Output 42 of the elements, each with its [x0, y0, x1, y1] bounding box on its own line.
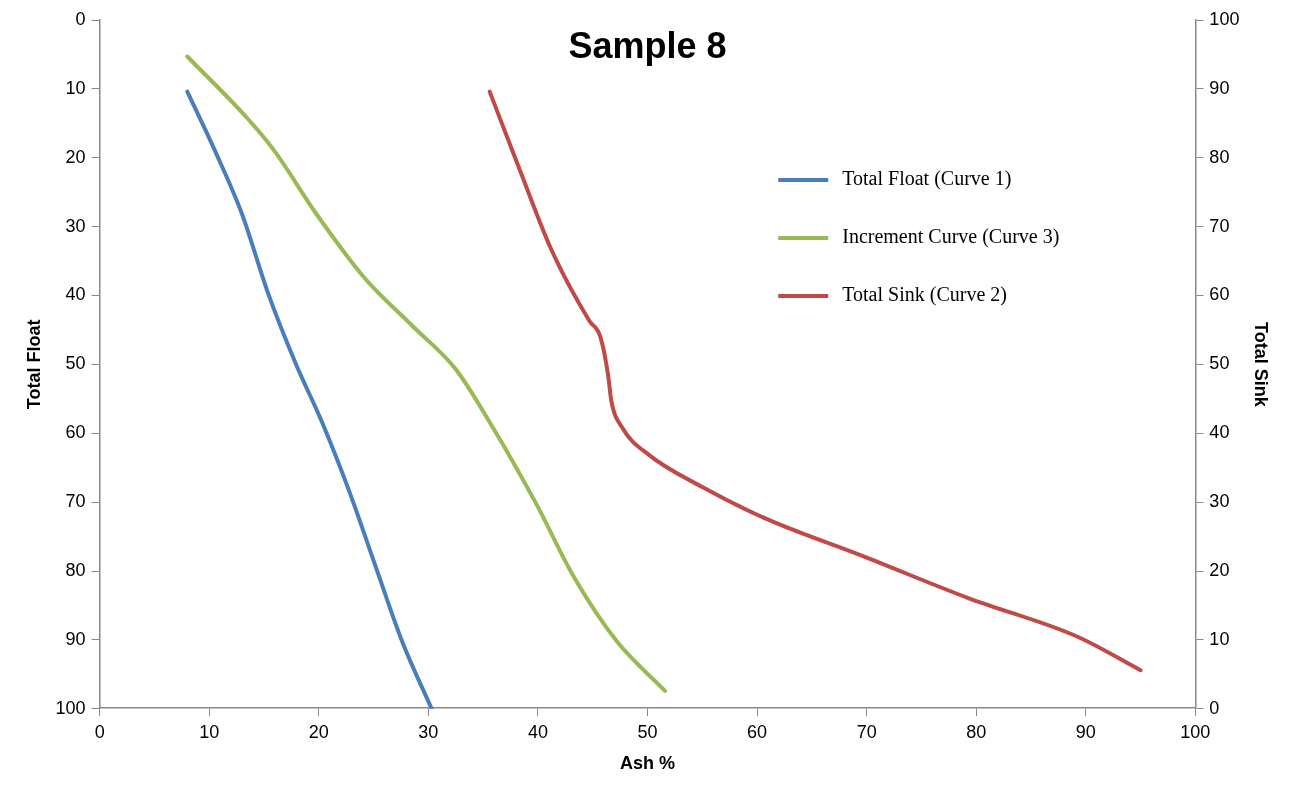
- x-tick-label: 40: [527, 721, 548, 742]
- y2-tick-label: 30: [1209, 491, 1230, 512]
- y2-tick-label: 90: [1209, 77, 1230, 98]
- y-axis-title: Total Float: [23, 319, 44, 410]
- y-tick-label: 30: [65, 215, 86, 236]
- y-tick-label: 0: [75, 8, 86, 29]
- y2-tick-label: 0: [1209, 697, 1220, 718]
- y-tick-label: 50: [65, 353, 86, 374]
- y2-tick-label: 10: [1209, 628, 1230, 649]
- x-tick-label: 0: [94, 721, 105, 742]
- y-tick-label: 100: [55, 697, 86, 718]
- x-tick-label: 100: [1180, 721, 1211, 742]
- x-tick-label: 10: [199, 721, 220, 742]
- x-tick-label: 90: [1075, 721, 1096, 742]
- legend-label: Total Float (Curve 1): [842, 167, 1012, 191]
- y2-tick-label: 60: [1209, 284, 1230, 305]
- x-tick-label: 70: [856, 721, 877, 742]
- y-tick-label: 20: [65, 146, 86, 167]
- x-tick-label: 80: [966, 721, 987, 742]
- x-tick-label: 30: [418, 721, 439, 742]
- x-tick-label: 60: [747, 721, 768, 742]
- chart-title: Sample 8: [568, 24, 727, 66]
- y2-tick-label: 20: [1209, 560, 1230, 581]
- y-tick-label: 40: [65, 284, 86, 305]
- line-series: [487, 89, 1143, 673]
- y2-tick-label: 70: [1209, 215, 1230, 236]
- y-tick-label: 70: [65, 491, 86, 512]
- y-tick-label: 90: [65, 628, 86, 649]
- y2-axis-title: Total Sink: [1251, 322, 1272, 408]
- y2-tick-label: 40: [1209, 422, 1230, 443]
- y-tick-label: 80: [65, 560, 86, 581]
- x-tick-label: 50: [637, 721, 658, 742]
- line-series: [185, 89, 434, 709]
- legend-label: Total Sink (Curve 2): [842, 283, 1007, 307]
- y2-tick-label: 50: [1209, 353, 1230, 374]
- y-tick-label: 10: [65, 77, 86, 98]
- legend-label: Increment Curve (Curve 3): [842, 225, 1060, 249]
- y2-tick-label: 80: [1209, 146, 1230, 167]
- x-tick-label: 20: [308, 721, 329, 742]
- y-tick-label: 60: [65, 422, 86, 443]
- y2-tick-label: 100: [1209, 8, 1240, 29]
- x-axis-title: Ash %: [619, 753, 676, 774]
